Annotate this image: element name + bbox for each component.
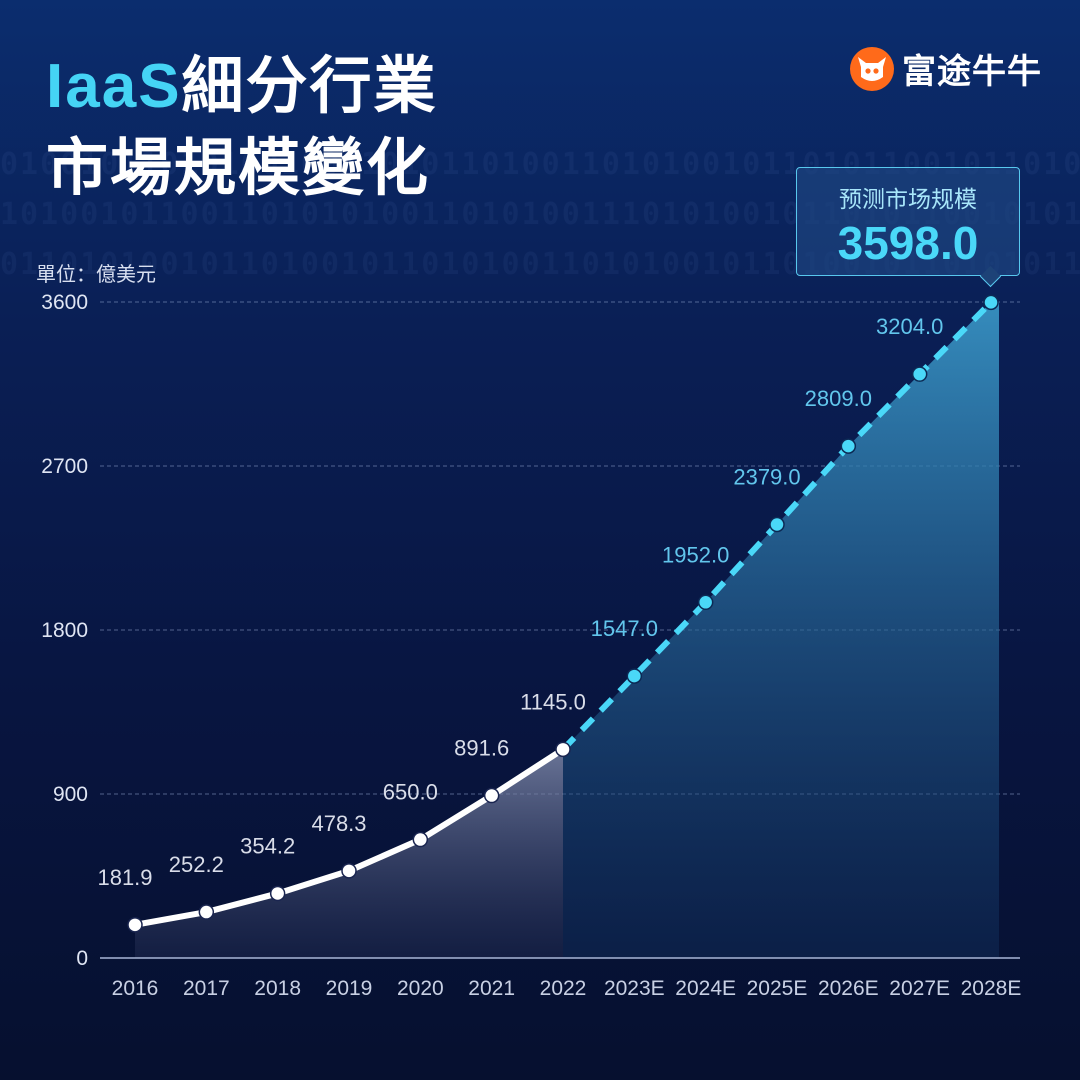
data-label: 354.2 — [240, 833, 295, 858]
x-tick-label: 2020 — [397, 977, 444, 1000]
x-tick-label: 2022 — [540, 977, 587, 1000]
data-label: 181.9 — [97, 865, 152, 890]
actual-point — [483, 787, 500, 804]
y-tick-label: 900 — [53, 783, 88, 806]
forecast-point — [697, 594, 714, 611]
y-tick-label: 0 — [76, 947, 88, 970]
data-label: 1547.0 — [591, 616, 658, 641]
forecast-point — [983, 294, 999, 311]
title-line2: 市場規模變化 — [46, 134, 431, 203]
x-tick-label: 2023E — [604, 977, 665, 1000]
x-tick-label: 2019 — [326, 977, 373, 1000]
actual-point — [198, 904, 215, 920]
x-tick-label: 2021 — [468, 977, 515, 1000]
data-label: 650.0 — [383, 780, 438, 805]
forecast-point — [840, 438, 857, 454]
unit-label: 單位：億美元 — [36, 264, 156, 286]
actual-point — [341, 863, 357, 879]
actual-point — [127, 917, 143, 933]
x-tick-label: 2016 — [112, 977, 159, 1000]
y-tick-label: 1800 — [41, 619, 88, 642]
callout-value: 3598.0 — [837, 217, 979, 269]
title-line1: 細分行業 — [181, 52, 438, 121]
y-tick-label: 3600 — [41, 291, 88, 314]
x-tick-label: 2024E — [675, 977, 736, 1000]
bull-logo-icon — [850, 46, 894, 91]
callout-label: 预测市场规模 — [839, 186, 977, 212]
x-tick-label: 2028E — [961, 977, 1022, 1000]
x-tick-label: 2027E — [889, 977, 950, 1000]
data-label: 1145.0 — [520, 689, 586, 714]
forecast-point — [769, 516, 785, 533]
chart-title: IaaS細分行業 市場規模變化 — [46, 46, 438, 210]
forecast-callout: 预测市场规模 3598.0 — [796, 167, 1020, 276]
forecast-point — [911, 366, 928, 382]
data-label: 1952.0 — [662, 542, 729, 567]
data-label: 2379.0 — [733, 464, 800, 489]
actual-point — [412, 831, 429, 848]
x-tick-label: 2017 — [183, 977, 230, 1000]
data-label: 252.2 — [169, 852, 224, 877]
data-label: 3204.0 — [876, 314, 943, 339]
data-label: 478.3 — [311, 811, 366, 836]
actual-point — [555, 741, 571, 758]
data-label: 891.6 — [454, 736, 509, 761]
x-tick-label: 2025E — [747, 977, 808, 1000]
brand: 富途牛牛 — [850, 44, 1042, 93]
forecast-area — [563, 302, 999, 958]
actual-point — [269, 885, 286, 902]
y-tick-label: 2700 — [41, 455, 88, 478]
data-label: 2809.0 — [805, 386, 872, 411]
title-accent: IaaS — [46, 52, 182, 121]
forecast-point — [626, 668, 643, 684]
brand-name: 富途牛牛 — [902, 53, 1042, 91]
x-tick-label: 2018 — [254, 977, 301, 1000]
x-tick-label: 2026E — [818, 977, 879, 1000]
